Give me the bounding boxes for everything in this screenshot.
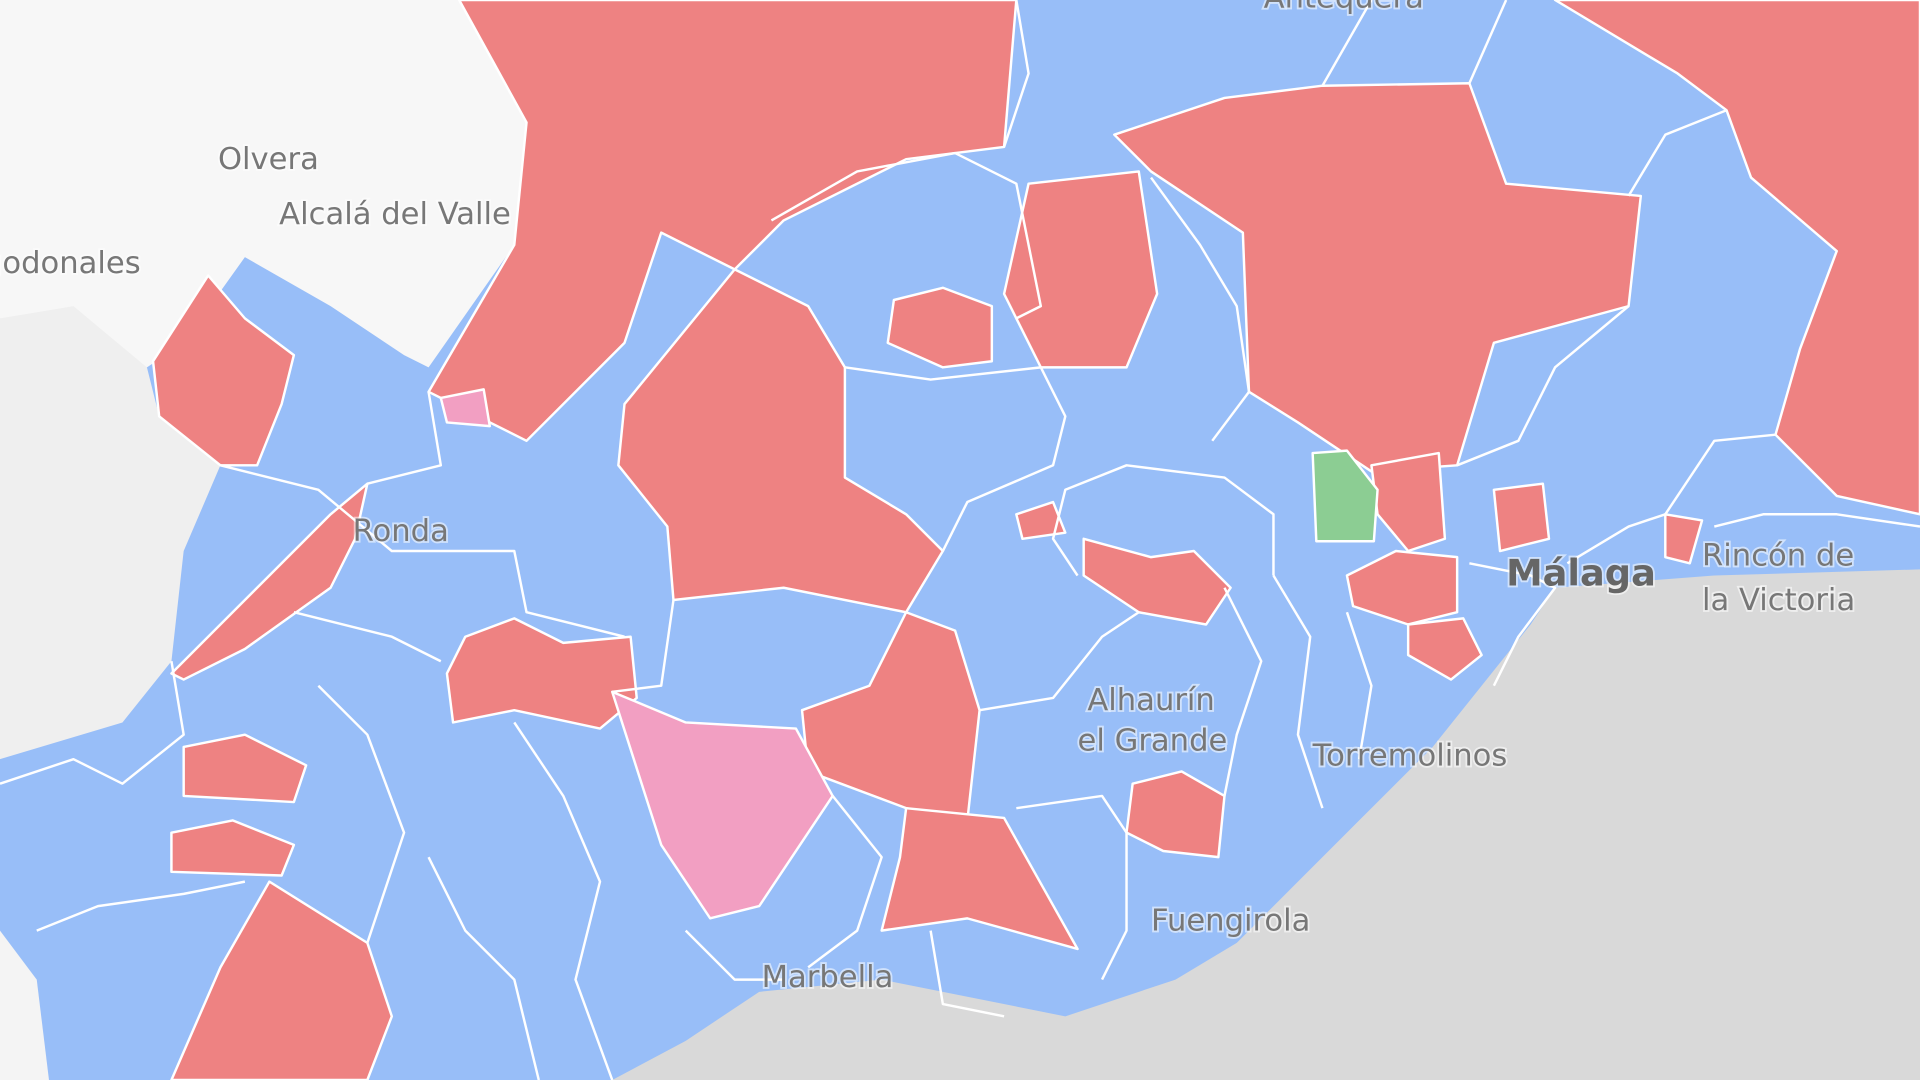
municipality[interactable] — [880, 806, 1079, 951]
place-labels: Antequera Olvera Alcalá del Valle Algodo… — [0, 0, 1857, 997]
label-alhaurin: Alhaurín — [1087, 683, 1215, 718]
municipality[interactable] — [1113, 82, 1643, 473]
municipality[interactable] — [886, 286, 994, 369]
municipality[interactable] — [170, 819, 296, 877]
label-torremolinos: Torremolinos — [1312, 738, 1508, 773]
municipalities-party-b — [151, 0, 1920, 1080]
label-rincon-de: Rincón de — [1702, 539, 1854, 574]
municipality-party-c-small[interactable] — [439, 388, 492, 428]
municipality[interactable] — [182, 733, 308, 804]
label-olvera: Olvera — [218, 142, 319, 177]
label-antequera: Antequera — [1264, 0, 1424, 15]
label-malaga: Málaga — [1506, 551, 1656, 594]
sea — [612, 569, 1920, 1080]
municipality[interactable] — [1002, 170, 1159, 369]
municipality[interactable] — [151, 274, 296, 467]
label-el-grande: el Grande — [1078, 724, 1228, 759]
municipality[interactable] — [1345, 549, 1459, 626]
label-ronda: Ronda — [353, 514, 449, 549]
outside-region-north-west — [0, 0, 527, 368]
municipality[interactable] — [1015, 500, 1067, 540]
municipality[interactable] — [1553, 0, 1920, 516]
municipality-party-c[interactable] — [611, 690, 834, 920]
outside-region-west — [0, 306, 221, 760]
municipality[interactable] — [427, 0, 1018, 443]
municipality-party-d[interactable] — [1311, 449, 1379, 543]
label-la-victoria: la Victoria — [1702, 583, 1855, 618]
label-algodonales: Algodonales — [0, 246, 141, 281]
municipality[interactable] — [1406, 617, 1483, 681]
municipality[interactable] — [170, 482, 369, 681]
label-fuengirola: Fuengirola — [1151, 904, 1310, 939]
label-marbella: Marbella — [762, 960, 894, 995]
municipality[interactable] — [1082, 537, 1232, 626]
outside-region-south-west — [0, 930, 49, 1080]
municipality[interactable] — [1664, 513, 1704, 565]
municipality[interactable] — [1492, 482, 1551, 553]
label-alcala-del-valle: Alcalá del Valle — [279, 197, 511, 232]
